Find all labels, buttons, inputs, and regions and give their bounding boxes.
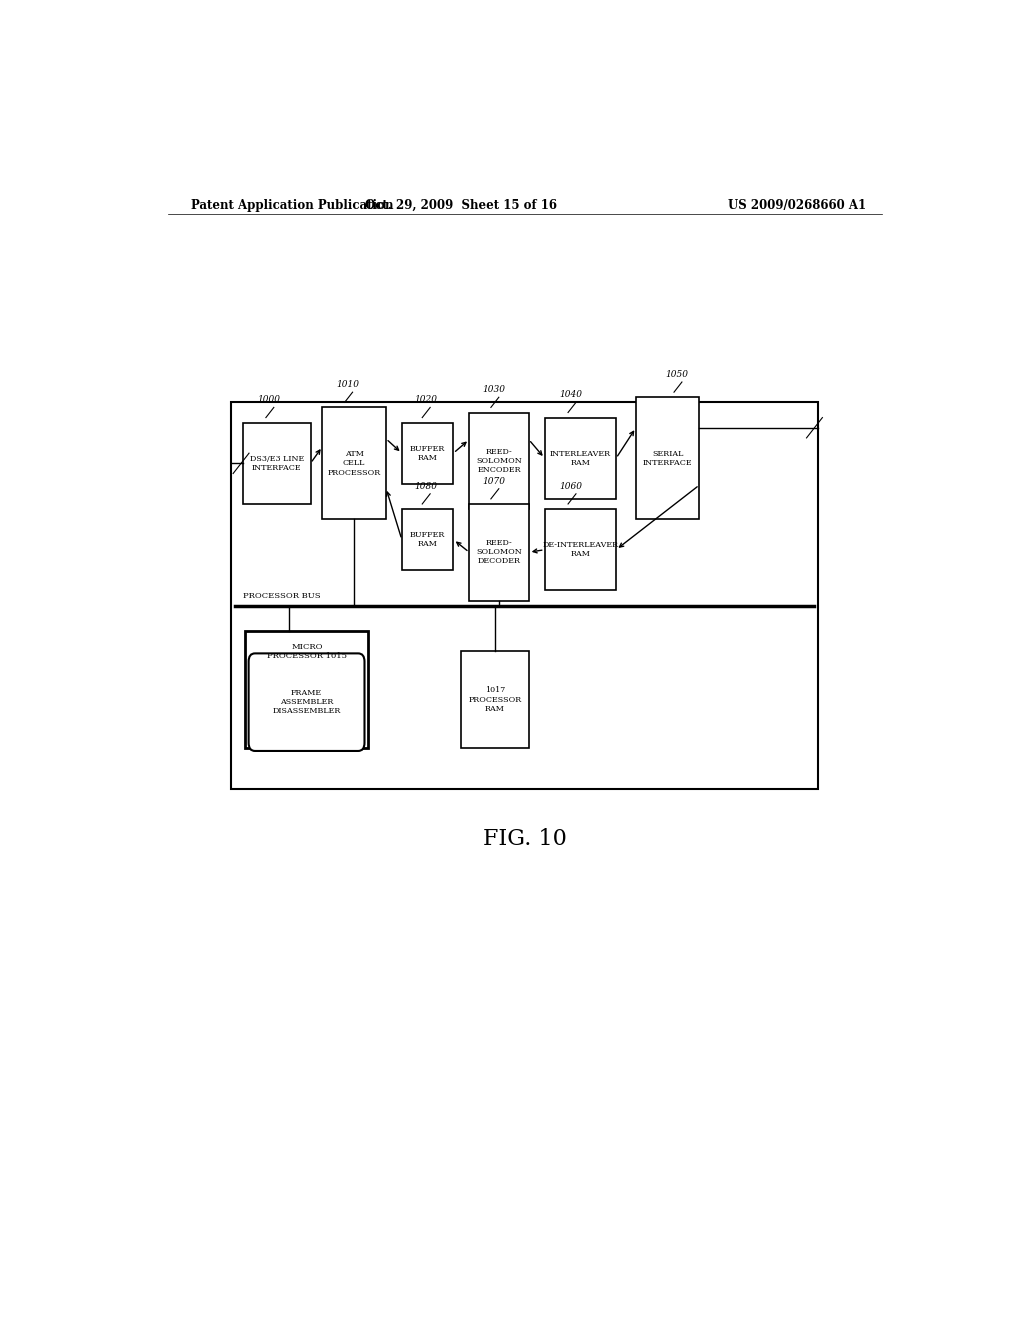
Text: Oct. 29, 2009  Sheet 15 of 16: Oct. 29, 2009 Sheet 15 of 16: [366, 199, 557, 213]
Bar: [545, 510, 616, 590]
Text: 1040: 1040: [560, 391, 583, 399]
Bar: [401, 510, 454, 570]
Text: 1070: 1070: [482, 477, 506, 486]
Bar: [246, 631, 369, 748]
Text: DS3/E3 LINE
INTERFACE: DS3/E3 LINE INTERFACE: [250, 454, 304, 473]
Text: FIG. 10: FIG. 10: [483, 829, 566, 850]
Text: INTERLEAVER
RAM: INTERLEAVER RAM: [550, 450, 611, 467]
Bar: [636, 397, 699, 519]
Text: BUFFER
RAM: BUFFER RAM: [410, 445, 445, 462]
Bar: [323, 408, 386, 519]
Text: ATM
CELL
PROCESSOR: ATM CELL PROCESSOR: [328, 450, 381, 477]
Text: BUFFER
RAM: BUFFER RAM: [410, 531, 445, 548]
Text: REED-
SOLOMON
DECODER: REED- SOLOMON DECODER: [476, 539, 522, 565]
Text: 1060: 1060: [560, 482, 583, 491]
Text: 1030: 1030: [482, 385, 506, 395]
Text: DE-INTERLEAVER
RAM: DE-INTERLEAVER RAM: [543, 541, 618, 558]
Bar: [469, 504, 528, 601]
Text: 1050: 1050: [666, 370, 689, 379]
Text: FRAME
ASSEMBLER
DISASSEMBLER: FRAME ASSEMBLER DISASSEMBLER: [272, 689, 341, 715]
Bar: [231, 403, 818, 788]
Text: 1010: 1010: [336, 380, 359, 389]
FancyBboxPatch shape: [249, 653, 365, 751]
Bar: [469, 412, 528, 510]
Bar: [401, 422, 454, 483]
Text: 1017
PROCESSOR
RAM: 1017 PROCESSOR RAM: [468, 686, 521, 713]
Text: US 2009/0268660 A1: US 2009/0268660 A1: [728, 199, 866, 213]
Bar: [243, 422, 310, 504]
Text: PROCESSOR BUS: PROCESSOR BUS: [243, 591, 321, 599]
Text: Patent Application Publication: Patent Application Publication: [191, 199, 394, 213]
Text: SERIAL
INTERFACE: SERIAL INTERFACE: [643, 450, 692, 467]
Text: REED-
SOLOMON
ENCODER: REED- SOLOMON ENCODER: [476, 447, 522, 474]
Text: 1080: 1080: [414, 482, 437, 491]
Text: 1020: 1020: [414, 396, 437, 404]
Bar: [461, 651, 528, 748]
Text: MICRO
PROCESSOR 1015: MICRO PROCESSOR 1015: [267, 643, 347, 660]
Bar: [545, 417, 616, 499]
Text: 1000: 1000: [258, 396, 281, 404]
